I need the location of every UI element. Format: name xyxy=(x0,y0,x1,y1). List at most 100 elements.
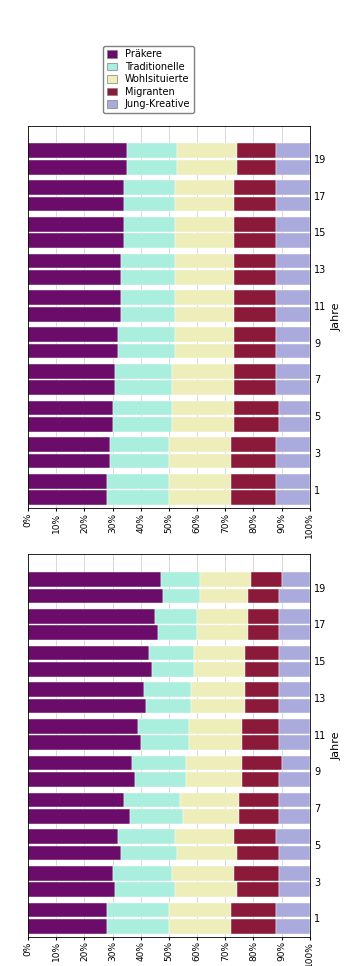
Bar xyxy=(172,401,234,415)
Bar xyxy=(146,698,191,714)
Bar xyxy=(124,234,175,248)
Bar xyxy=(28,609,155,623)
Bar xyxy=(127,159,177,175)
Bar xyxy=(28,662,152,677)
Bar xyxy=(169,454,231,469)
Bar xyxy=(231,903,276,918)
Bar xyxy=(234,381,276,395)
Bar xyxy=(28,307,121,322)
Bar xyxy=(276,270,310,285)
Legend: Präkere, Traditionelle, Wohlsituierte, Migranten, Jung-Kreative: Präkere, Traditionelle, Wohlsituierte, M… xyxy=(103,45,194,113)
Bar xyxy=(237,882,279,897)
Bar xyxy=(107,491,169,505)
Bar xyxy=(279,662,310,677)
Bar xyxy=(172,381,234,395)
Bar xyxy=(169,491,231,505)
Bar xyxy=(175,181,234,195)
Bar xyxy=(175,327,234,342)
Bar xyxy=(28,719,138,734)
Bar xyxy=(276,197,310,212)
Bar xyxy=(172,417,234,432)
Bar xyxy=(234,270,276,285)
Bar xyxy=(115,364,172,379)
Bar xyxy=(180,792,239,808)
Bar xyxy=(276,181,310,195)
Bar xyxy=(186,772,242,787)
Bar xyxy=(279,417,310,432)
Bar xyxy=(107,920,169,934)
Bar xyxy=(200,588,248,603)
Bar xyxy=(113,417,172,432)
Bar xyxy=(279,719,310,734)
Bar xyxy=(234,829,276,844)
Bar xyxy=(279,698,310,714)
Bar xyxy=(115,882,175,897)
Bar xyxy=(175,829,234,844)
Bar xyxy=(234,364,276,379)
Bar xyxy=(197,625,248,640)
Bar xyxy=(279,682,310,697)
Bar xyxy=(279,401,310,415)
Bar xyxy=(28,491,107,505)
Bar xyxy=(28,159,127,175)
Bar xyxy=(124,792,180,808)
Y-axis label: Jahre: Jahre xyxy=(332,731,342,760)
Bar xyxy=(234,181,276,195)
Bar xyxy=(28,197,124,212)
Bar xyxy=(276,381,310,395)
Bar xyxy=(276,217,310,232)
Bar xyxy=(175,307,234,322)
Bar xyxy=(28,181,124,195)
Bar xyxy=(279,809,310,824)
Bar xyxy=(279,625,310,640)
Bar xyxy=(28,882,115,897)
Bar xyxy=(183,809,239,824)
Bar xyxy=(28,417,113,432)
Bar xyxy=(28,344,118,358)
Bar xyxy=(28,772,135,787)
Bar xyxy=(28,682,144,697)
Bar xyxy=(28,474,107,489)
Bar xyxy=(118,327,175,342)
Bar xyxy=(279,772,310,787)
Bar xyxy=(239,792,279,808)
Bar xyxy=(124,217,175,232)
Bar xyxy=(152,662,194,677)
Bar xyxy=(276,829,310,844)
Bar xyxy=(155,609,197,623)
Bar xyxy=(158,625,197,640)
Bar xyxy=(110,454,169,469)
Bar xyxy=(276,903,310,918)
Bar xyxy=(28,588,163,603)
Bar xyxy=(279,792,310,808)
Bar xyxy=(231,474,276,489)
Bar xyxy=(28,327,118,342)
Bar xyxy=(175,254,234,269)
Bar xyxy=(130,809,183,824)
Bar xyxy=(28,401,113,415)
Bar xyxy=(276,438,310,452)
Bar xyxy=(28,735,141,751)
Bar xyxy=(169,474,231,489)
Bar xyxy=(276,454,310,469)
Bar xyxy=(175,270,234,285)
Bar xyxy=(194,645,245,661)
Bar xyxy=(121,270,175,285)
Bar xyxy=(237,159,276,175)
Bar xyxy=(175,217,234,232)
Bar xyxy=(237,143,276,158)
Bar xyxy=(276,920,310,934)
Bar xyxy=(237,845,279,861)
Bar xyxy=(28,809,130,824)
Bar xyxy=(276,159,310,175)
Bar xyxy=(282,755,310,771)
Bar xyxy=(242,755,282,771)
Bar xyxy=(175,197,234,212)
Bar xyxy=(231,438,276,452)
Bar xyxy=(138,719,189,734)
Bar xyxy=(28,755,132,771)
Bar xyxy=(191,682,245,697)
Bar xyxy=(191,698,245,714)
Bar xyxy=(248,609,279,623)
Bar xyxy=(279,609,310,623)
